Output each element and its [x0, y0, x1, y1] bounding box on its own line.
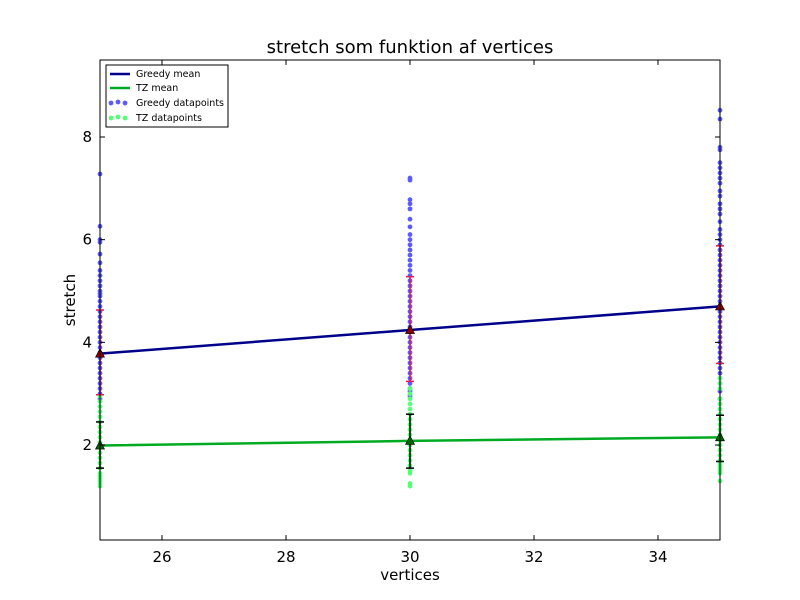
greedy-datapoints-point	[407, 381, 413, 386]
greedy-datapoints-point	[407, 177, 413, 183]
y-tick-label: 2	[82, 436, 92, 454]
greedy-datapoints-point	[407, 262, 413, 268]
y-tick-label: 8	[82, 128, 92, 146]
tz-datapoints-point	[407, 470, 413, 476]
tz-datapoints-point	[407, 406, 413, 412]
greedy-datapoints-point	[407, 216, 413, 222]
legend-label-tz-datapoints: TZ datapoints	[135, 113, 202, 124]
legend: Greedy mean TZ mean Greedy datapoints TZ…	[105, 64, 229, 128]
tz-datapoints-point	[407, 401, 413, 407]
tz-datapoints-point	[407, 483, 413, 489]
tz-mean-marker	[405, 435, 415, 445]
legend-swatch-tz-datapoints	[108, 114, 128, 121]
x-tick-label: 32	[524, 548, 543, 566]
tz-datapoints-point	[407, 386, 413, 391]
legend-label-tz-mean: TZ mean	[135, 83, 178, 94]
greedy-datapoints-point	[407, 247, 413, 253]
greedy-datapoints-point	[407, 201, 413, 207]
x-tick-label: 30	[400, 548, 419, 566]
y-axis-label: stretch	[61, 274, 79, 326]
greedy-datapoints-point	[407, 257, 413, 263]
greedy-datapoints-point	[407, 197, 413, 203]
y-tick-label: 6	[82, 231, 92, 249]
greedy-datapoints-point	[407, 252, 413, 258]
x-axis-label: vertices	[380, 566, 440, 584]
greedy-datapoints-point	[407, 268, 413, 273]
greedy-datapoints-point	[407, 206, 413, 212]
ticks-layer: 26 28 30 32 34 2 4 6 8	[82, 60, 720, 566]
chart-title: stretch som funktion af vertices	[267, 37, 554, 58]
x-tick-label: 28	[276, 548, 295, 566]
greedy-datapoints-point	[407, 224, 413, 230]
greedy-mean-marker	[405, 324, 415, 334]
tz-datapoints-point	[407, 391, 413, 397]
tz-datapoints-point	[407, 396, 413, 402]
plot-area: 26 28 30 32 34 2 4 6 8	[82, 59, 725, 566]
x-tick-label: 26	[152, 548, 171, 566]
legend-swatch-greedy-datapoints	[108, 99, 128, 106]
greedy-datapoints-point	[407, 232, 413, 237]
greedy-datapoints-point	[407, 242, 413, 248]
legend-label-greedy-datapoints: Greedy datapoints	[136, 98, 224, 109]
y-tick-label: 4	[82, 333, 92, 351]
legend-label-greedy-mean: Greedy mean	[136, 69, 200, 80]
x-tick-label: 34	[648, 548, 667, 566]
greedy-datapoints-point	[407, 237, 413, 243]
